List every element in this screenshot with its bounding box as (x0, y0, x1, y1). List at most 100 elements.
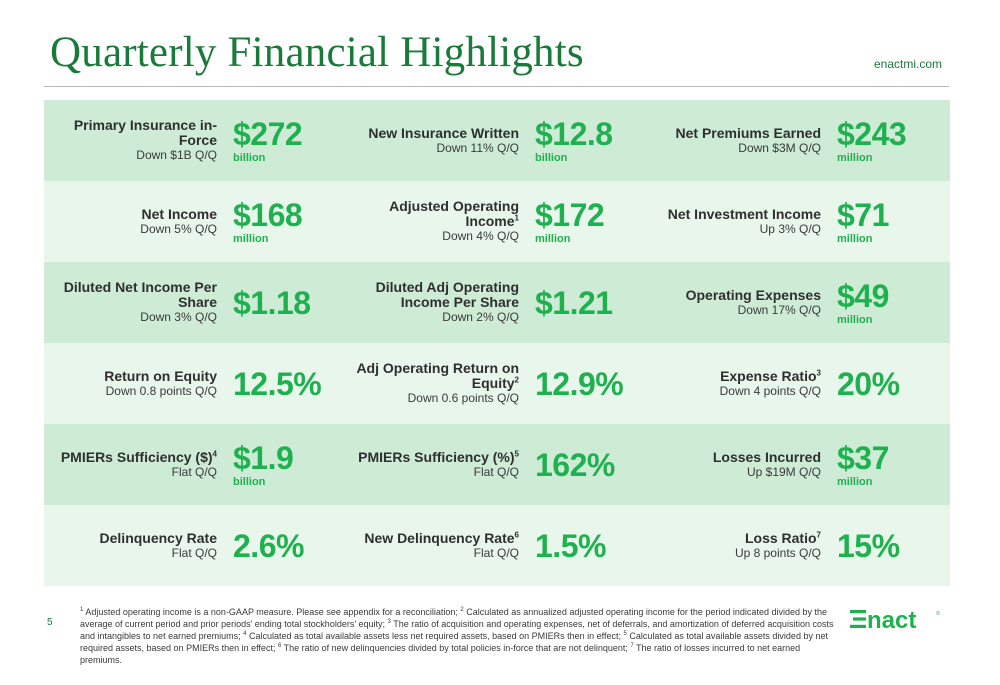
metric-change: Down 5% Q/Q (140, 221, 217, 236)
metric-value-block: $49 million (837, 279, 889, 327)
metric-unit: million (837, 232, 873, 245)
metric-label: Return on Equity Down 0.8 points Q/Q (44, 367, 217, 399)
metric-value-block: 162% (535, 448, 615, 482)
metric-value-block: 20% (837, 367, 900, 401)
footnote-number: 6 (277, 643, 282, 649)
metric-label: Expense Ratio3 Down 4 points Q/Q (648, 367, 821, 399)
metric-label: Net Premiums Earned Down $3M Q/Q (648, 124, 822, 156)
registered-mark: ® (936, 610, 940, 617)
footnotes: 1 Adjusted operating income is a non-GAA… (80, 606, 840, 666)
metric-value: $49 (837, 277, 889, 314)
metric-name: PMIERs Sufficiency ($) (60, 448, 213, 465)
metric-value-block: $71 million (837, 198, 889, 246)
metric-label: Adjusted Operating Income1 Down 4% Q/Q (346, 199, 519, 244)
metric-label: Diluted Adj Operating Income Per Share Do… (346, 280, 519, 325)
metric-value: $243 (837, 115, 907, 152)
metric-card: Return on Equity Down 0.8 points Q/Q 12.5% (44, 343, 346, 424)
metric-name: Losses Incurred (712, 448, 821, 465)
metric-value-block: $1.9 billion (233, 439, 294, 489)
footnote-number: 1 (80, 607, 84, 613)
metric-name: Diluted Net Income Per Share (63, 279, 217, 310)
metric-card: Primary Insurance in-Force Down $1B Q/Q $2… (44, 100, 346, 181)
metric-card: Net Premiums Earned Down $3M Q/Q $243 milli… (648, 100, 950, 181)
metric-label: PMIERs Sufficiency ($)4 Flat Q/Q (44, 448, 217, 480)
metric-name: Expense Ratio (720, 367, 817, 384)
metric-card: Delinquency Rate Flat Q/Q 2.6% (44, 505, 346, 586)
metric-change: Flat Q/Q (473, 545, 519, 560)
metric-unit: billion (535, 151, 568, 164)
metric-name: Return on Equity (104, 367, 217, 384)
footnote-text: The ratio of losses incurred to net earn… (80, 643, 801, 665)
metric-change: Down $3M Q/Q (738, 140, 821, 155)
metric-name: Delinquency Rate (99, 529, 217, 546)
metric-label: Net Investment Income Up 3% Q/Q (648, 205, 821, 237)
metric-card: Diluted Net Income Per Share Down 3% Q/Q $… (44, 262, 346, 343)
footnote-ref: 4 (212, 448, 217, 458)
metric-value: $172 (535, 196, 605, 233)
metric-change: Down 11% Q/Q (436, 140, 519, 155)
metric-name: Net Premiums Earned (675, 124, 822, 141)
metric-name: PMIERs Sufficiency (%) (358, 448, 515, 465)
metric-card: New Insurance Written Down 11% Q/Q $12.8 bi… (346, 100, 648, 181)
metric-unit: billion (233, 475, 266, 488)
metrics-row: Return on Equity Down 0.8 points Q/Q 12.5%… (44, 343, 950, 424)
metric-value-block: $168 million (233, 196, 303, 246)
footnote-text: Calculated as total available assets les… (246, 631, 624, 641)
website-link[interactable]: enactmi.com (873, 57, 942, 71)
metric-card: Operating Expenses Down 17% Q/Q $49 million (648, 262, 950, 343)
metric-value: $71 (837, 196, 889, 233)
metric-name: Net Investment Income (667, 205, 821, 222)
footnote-text: Calculated as annualized adjusted operat… (80, 607, 827, 629)
metric-label: Delinquency Rate Flat Q/Q (44, 529, 217, 561)
metrics-row: Net Income Down 5% Q/Q $168 million Adjusted… (44, 181, 950, 262)
metric-value: 12.5% (233, 365, 322, 402)
metric-value-block: 15% (837, 529, 900, 563)
metric-change: Flat Q/Q (473, 464, 519, 479)
footnote-text: The ratio of new delinquencies divided b… (281, 643, 631, 653)
metric-change: Flat Q/Q (171, 464, 217, 479)
metric-value-block: $37 million (837, 441, 889, 489)
metric-label: Primary Insurance in-Force Down $1B Q/Q (44, 118, 217, 163)
metric-name: Adj Operating Return on Equity (356, 360, 519, 391)
metric-change: Down 2% Q/Q (442, 310, 519, 324)
footnote-number: 5 (623, 631, 627, 637)
metrics-row: Delinquency Rate Flat Q/Q 2.6% New Delinque… (44, 505, 950, 586)
metric-value: $168 (233, 196, 303, 233)
metric-card: Adjusted Operating Income1 Down 4% Q/Q $17… (346, 181, 648, 262)
metric-value: $37 (837, 439, 889, 476)
page-title: Quarterly Financial Highlights (50, 29, 584, 76)
metric-value: $1.9 (233, 439, 294, 476)
metric-unit: million (535, 232, 571, 245)
enact-logo-mark: nact ® (850, 607, 940, 634)
footnote-text: Adjusted operating income is a non-GAAP … (83, 607, 461, 617)
metric-value: 162% (535, 446, 615, 483)
metric-change: Down 3% Q/Q (140, 310, 217, 324)
metric-unit: million (233, 232, 269, 245)
metric-unit: million (837, 475, 873, 488)
metric-value-block: $1.21 (535, 286, 613, 320)
logo-wordmark: nact (867, 607, 916, 634)
metric-card: Loss Ratio7 Up 8 points Q/Q 15% (648, 505, 950, 586)
metric-value: 1.5% (535, 527, 606, 564)
metric-value: $12.8 (535, 115, 613, 152)
metrics-row: Primary Insurance in-Force Down $1B Q/Q $2… (44, 100, 950, 181)
metric-label: Net Income Down 5% Q/Q (44, 205, 217, 237)
metric-card: Net Investment Income Up 3% Q/Q $71 million (648, 181, 950, 262)
metric-value-block: $243 million (837, 115, 907, 165)
metric-name: New Insurance Written (368, 124, 519, 141)
metric-value-block: 1.5% (535, 529, 606, 563)
metric-card: New Delinquency Rate6 Flat Q/Q 1.5% (346, 505, 648, 586)
footnote-ref: 3 (816, 367, 821, 377)
metric-name: Adjusted Operating Income (389, 198, 519, 229)
metric-value-block: $272 billion (233, 117, 303, 165)
metric-change: Down 4 points Q/Q (719, 383, 821, 398)
metric-name: Net Income (141, 205, 217, 222)
footnote-text: The ratio of acquisition and operating e… (80, 619, 834, 641)
metric-card: Expense Ratio3 Down 4 points Q/Q 20% (648, 343, 950, 424)
footnote-number: 7 (630, 643, 634, 649)
footnote-ref: 7 (816, 529, 821, 539)
metric-name: Operating Expenses (685, 286, 821, 303)
metric-change: Down $1B Q/Q (136, 148, 217, 162)
metric-label: PMIERs Sufficiency (%)5 Flat Q/Q (346, 448, 519, 480)
metric-value: 20% (837, 365, 900, 402)
